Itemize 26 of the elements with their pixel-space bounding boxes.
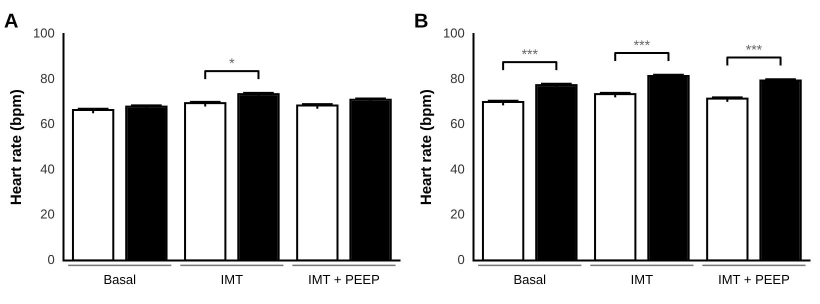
- annotation: ***: [522, 46, 538, 62]
- y-tick-label: 40: [450, 161, 465, 176]
- y-tick-label: 60: [450, 116, 465, 132]
- y-tick-label: 80: [40, 70, 55, 86]
- x-tick-label: IMT: [220, 272, 244, 287]
- x-tick-label: Basal: [513, 272, 546, 287]
- y-tick-label: 20: [450, 206, 465, 222]
- x-tick-label: IMT + PEEP: [308, 272, 380, 287]
- x-tick-label: IMT: [630, 272, 654, 287]
- y-tick-label: 20: [40, 206, 55, 222]
- y-tick-label: 0: [457, 252, 465, 267]
- chart-title: B: [414, 10, 428, 33]
- y-tick-label: 80: [450, 70, 465, 86]
- y-axis-title: Heart rate (bpm): [8, 89, 26, 206]
- y-tick-label: 100: [32, 26, 55, 41]
- annotation: ***: [746, 42, 763, 58]
- y-axis-title: Heart rate (bpm): [418, 89, 436, 206]
- annotation: ***: [634, 37, 651, 54]
- annotation: *: [229, 55, 236, 72]
- x-tick-label: Basal: [103, 272, 136, 287]
- chart-title: A: [4, 10, 18, 33]
- y-tick-label: 0: [47, 252, 55, 267]
- y-tick-label: 100: [442, 26, 465, 41]
- x-tick-label: IMT + PEEP: [718, 272, 790, 287]
- y-tick-label: 60: [40, 116, 55, 132]
- y-tick-label: 40: [40, 161, 55, 176]
